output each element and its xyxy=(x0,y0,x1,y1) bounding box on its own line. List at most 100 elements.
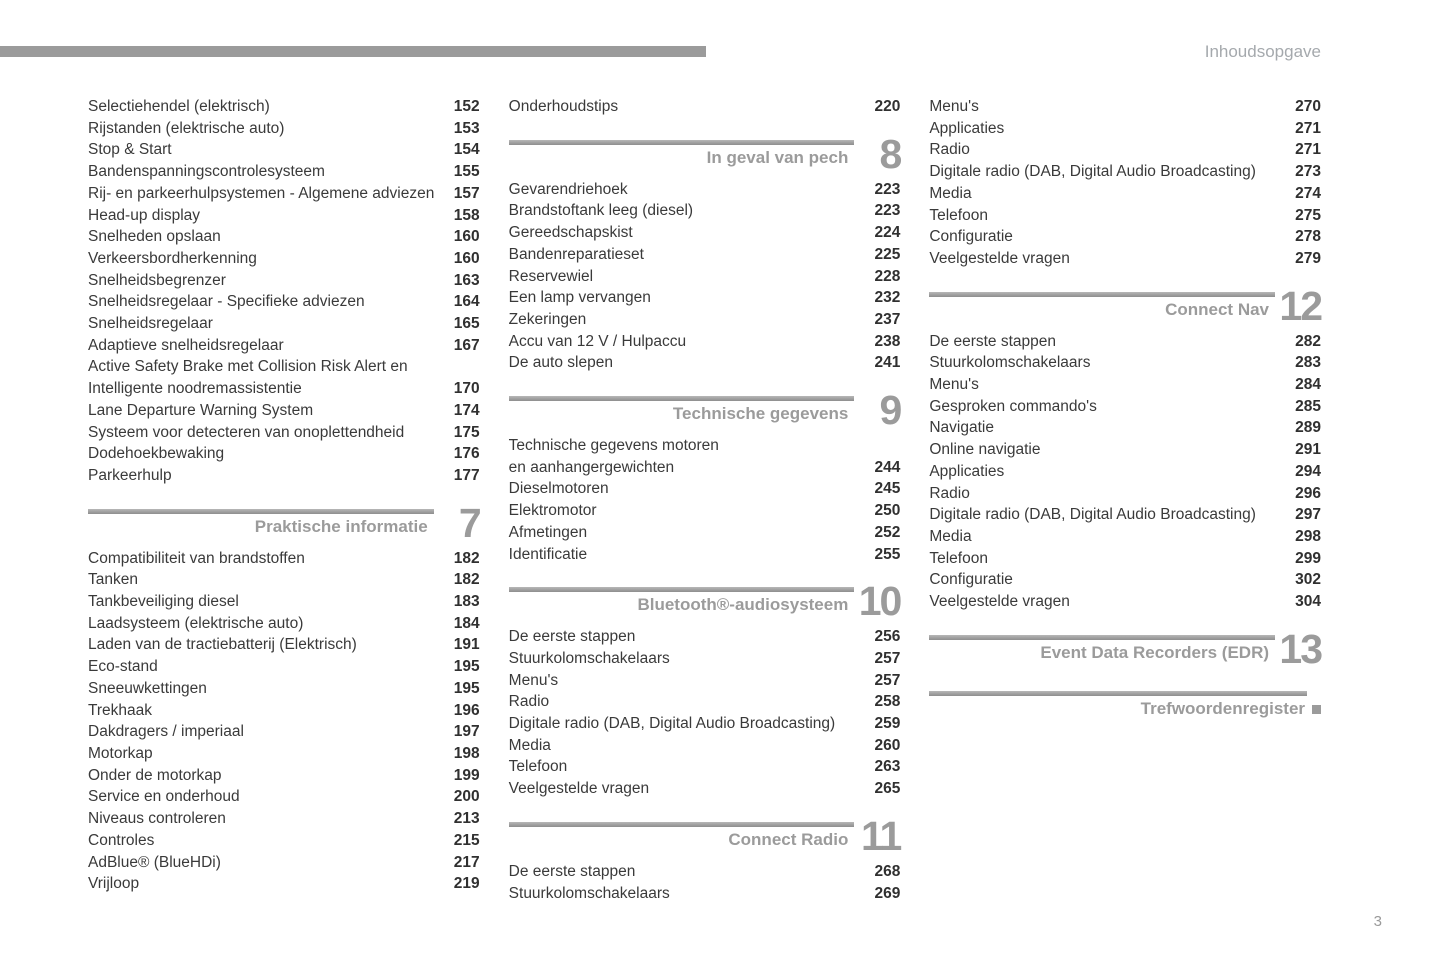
toc-entry: Service en onderhoud 200 xyxy=(88,786,480,808)
toc-entry-page: 268 xyxy=(874,862,901,880)
toc-entry-page: 160 xyxy=(453,228,480,246)
toc-entry-label-line: Onderhoudstips xyxy=(508,98,619,115)
toc-entry-label: Accu van 12 V / Hulpaccu xyxy=(509,331,687,353)
toc-entry-page: 285 xyxy=(1295,397,1322,415)
toc-entry-label: Parkeerhulp xyxy=(88,465,172,487)
toc-entry: Rijstanden (elektrische auto) 153 xyxy=(88,118,480,140)
section-header: 13 Event Data Recorders (EDR) xyxy=(929,628,1323,669)
toc-entry-label-line: Compatibiliteit van brandstoffen xyxy=(88,549,305,567)
toc-entry: Radio 258 xyxy=(509,691,901,713)
toc-entry: Veelgestelde vragen 304 xyxy=(929,591,1321,613)
toc-entry-label: Onderhoudstips xyxy=(509,96,618,118)
toc-entry-label: Menu's xyxy=(509,670,558,692)
toc-entry-page: 182 xyxy=(453,549,480,567)
toc-entry: Systeem voor detecteren van onoplettendh… xyxy=(88,422,480,444)
toc-entry-label-line: Snelheden opslaan xyxy=(88,228,221,246)
toc-entry-label: Lane Departure Warning System xyxy=(88,400,313,422)
section-title: Connect Nav xyxy=(1165,299,1270,319)
toc-entry: Snelheidsbegrenzer 163 xyxy=(88,270,480,292)
toc-entry-label-line: Verkeersbordherkenning xyxy=(88,249,257,267)
toc-entry-page: 223 xyxy=(874,202,901,220)
toc-entry-label-line: Rijstanden (elektrische auto) xyxy=(88,119,285,137)
toc-entry: Elektromotor 250 xyxy=(509,500,901,522)
toc-entry-page: 177 xyxy=(453,466,480,484)
toc-entry-label: Media xyxy=(929,526,971,548)
toc-entry-label: Snelheidsregelaar xyxy=(88,313,213,335)
toc-entry-label: Gevarendriehoek xyxy=(509,179,628,201)
toc-entry: Compatibiliteit van brandstoffen 182 xyxy=(88,548,480,570)
toc-entry-label-line: Veelgestelde vragen xyxy=(508,780,650,798)
toc-entry-label: Dakdragers / imperiaal xyxy=(88,721,244,743)
toc-entry-label: Rijstanden (elektrische auto) xyxy=(88,118,284,140)
toc-entry-page: 256 xyxy=(874,628,901,646)
toc-entry-page: 289 xyxy=(1295,419,1322,437)
toc-entry: Active Safety Brake met Collision Risk A… xyxy=(88,356,480,399)
toc-entry-label: Zekeringen xyxy=(509,309,587,331)
toc-entry: Telefoon 275 xyxy=(929,205,1321,227)
toc-entry-label-line: Digitale radio (DAB, Digital Audio Broad… xyxy=(929,163,1256,181)
toc-entry: Verkeersbordherkenning 160 xyxy=(88,248,480,270)
toc-entry-label: Gereedschapskist xyxy=(509,222,633,244)
toc-entry-label: Snelheden opslaan xyxy=(88,226,221,248)
toc-entry: De eerste stappen 268 xyxy=(509,861,901,883)
toc-entry: Tanken 182 xyxy=(88,569,480,591)
toc-entry-page: 271 xyxy=(1295,141,1322,159)
toc-entry: Sneeuwkettingen 195 xyxy=(88,678,480,700)
toc-entry-label-line: De eerste stappen xyxy=(929,332,1057,350)
toc-entry-label-line: Technische gegevens motoren xyxy=(508,437,719,455)
toc-entry-page: 302 xyxy=(1295,571,1322,589)
section-title: Trefwoordenregister xyxy=(929,691,1322,719)
toc-entry-page: 299 xyxy=(1295,549,1322,567)
toc-entry-label: Compatibiliteit van brandstoffen xyxy=(88,548,305,570)
toc-entry-label-line: Configuratie xyxy=(929,228,1013,246)
toc-entry-label-line: Laadsysteem (elektrische auto) xyxy=(88,614,304,632)
toc-entry-label-line: Adaptieve snelheidsregelaar xyxy=(88,336,284,354)
toc-entry-label-line: Stuurkolomschakelaars xyxy=(508,884,670,902)
toc-entry-page: 191 xyxy=(453,636,480,654)
toc-entry: De eerste stappen 282 xyxy=(929,331,1321,353)
toc-entry: Selectiehendel (elektrisch) 152 xyxy=(88,96,480,118)
toc-entry: Head-up display 158 xyxy=(88,205,480,227)
top-divider-bar xyxy=(0,46,706,57)
toc-entry-label-line: Online navigatie xyxy=(929,441,1041,459)
toc-entry-label: Een lamp vervangen xyxy=(509,287,651,309)
toc-entry-page: 237 xyxy=(874,310,901,328)
toc-entry-page: 257 xyxy=(874,671,901,689)
section-divider-bar xyxy=(88,508,434,514)
toc-entry: Dodehoekbewaking 176 xyxy=(88,443,480,465)
section-divider-bar xyxy=(508,139,855,145)
section-divider-bar xyxy=(929,690,1308,696)
toc-entry-page: 275 xyxy=(1295,206,1322,224)
toc-entry: Laden van de tractiebatterij (Elektrisch… xyxy=(88,634,480,656)
toc-entry: AdBlue® (BlueHDi) 217 xyxy=(88,852,480,874)
toc-entry-label-line: Head-up display xyxy=(88,206,201,224)
toc-entry-label-line: Configuratie xyxy=(929,571,1013,589)
toc-entry-label: Radio xyxy=(929,483,970,505)
toc-entry-page: 259 xyxy=(874,715,901,733)
toc-entry-label: Verkeersbordherkenning xyxy=(88,248,257,270)
section-header: 11 Connect Radio xyxy=(508,815,902,856)
toc-entry-page: 215 xyxy=(453,831,480,849)
toc-entry-label-line: Radio xyxy=(929,484,970,502)
toc-entry-page: 155 xyxy=(453,163,480,181)
toc-column: Menu's 270 Applicaties 271 Radio 271 Dig… xyxy=(929,96,1323,904)
toc-entry: Digitale radio (DAB, Digital Audio Broad… xyxy=(929,504,1321,526)
toc-entry: Identificatie 255 xyxy=(509,544,901,566)
toc-entry-label: De eerste stappen xyxy=(509,861,636,883)
toc-entry-page: 198 xyxy=(453,744,480,762)
toc-entry: Tankbeveiliging diesel 183 xyxy=(88,591,480,613)
toc-entry-label: Vrijloop xyxy=(88,873,139,895)
toc-entry-label: Controles xyxy=(88,830,154,852)
toc-entry-label: Applicaties xyxy=(929,118,1004,140)
toc-entry-label: Service en onderhoud xyxy=(88,786,240,808)
toc-entry: Snelheidsregelaar - Specifieke adviezen … xyxy=(88,291,480,313)
toc-entry: Controles 215 xyxy=(88,830,480,852)
toc-entry-page: 274 xyxy=(1295,184,1322,202)
toc-entry-label: Technische gegevens motoren en aanhangerg… xyxy=(509,435,719,478)
toc-entry-label-line: Gesproken commando's xyxy=(929,397,1097,415)
toc-entry-page: 163 xyxy=(453,271,480,289)
toc-entry-page: 228 xyxy=(874,267,901,285)
toc-entry-label-line: Stuurkolomschakelaars xyxy=(508,649,670,667)
toc-entry-label-line: Snelheidsregelaar - Specifieke adviezen xyxy=(88,293,365,311)
section-number: 8 xyxy=(879,130,903,177)
